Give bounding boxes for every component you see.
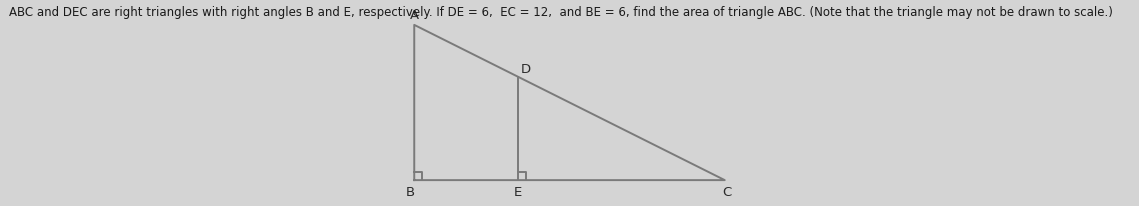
- Text: D: D: [522, 63, 531, 76]
- Text: ABC and DEC are right triangles with right angles B and E, respectively. If DE =: ABC and DEC are right triangles with rig…: [9, 6, 1113, 19]
- Text: B: B: [407, 185, 416, 198]
- Text: C: C: [722, 185, 731, 198]
- Text: E: E: [514, 185, 522, 198]
- Text: A: A: [410, 9, 419, 22]
